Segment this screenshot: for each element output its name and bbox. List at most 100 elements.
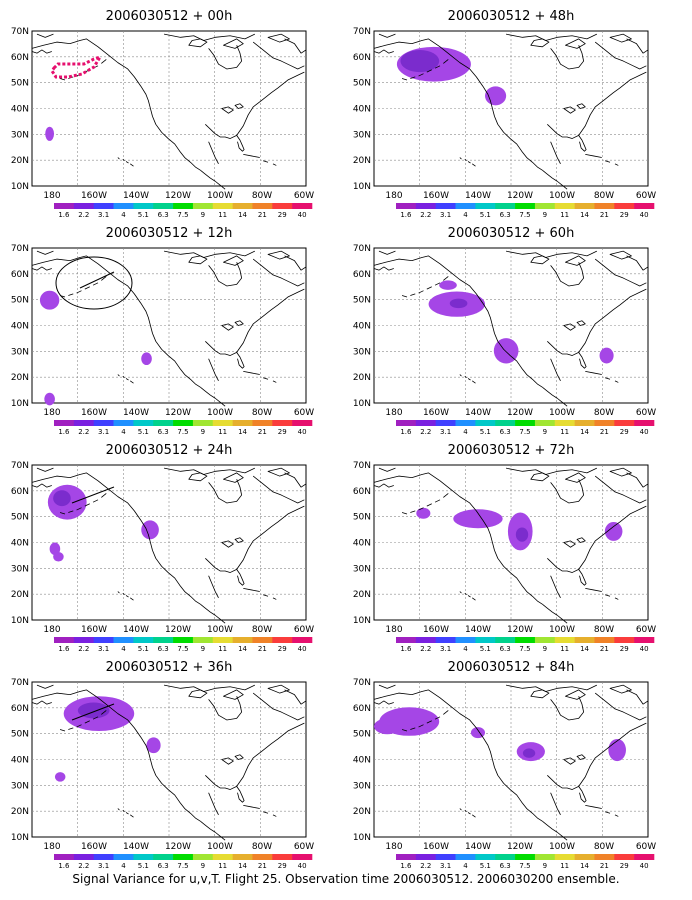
signal-region	[449, 298, 468, 309]
signal-region	[439, 280, 457, 290]
colorbar-label: 1.6	[58, 645, 70, 653]
lon-tick-label: 60W	[636, 625, 656, 635]
colorbar-swatch	[415, 203, 436, 209]
colorbar-swatch	[435, 854, 456, 860]
panel-title: 2006030512 + 00h	[106, 9, 233, 24]
colorbar-label: 29	[278, 428, 287, 436]
lat-tick-label: 30N	[353, 130, 371, 140]
colorbar-swatch	[292, 854, 313, 860]
colorbar-swatch	[554, 420, 575, 426]
colorbar-swatch	[435, 637, 456, 643]
colorbar-label: 2.2	[420, 645, 431, 653]
signal-region	[416, 507, 431, 519]
colorbar-label: 5.1	[138, 862, 149, 870]
colorbar-label: 4	[121, 862, 126, 870]
colorbar-label: 11	[218, 645, 227, 653]
lon-tick-label: 100W	[207, 191, 233, 201]
colorbar-swatch	[133, 203, 154, 209]
colorbar-swatch	[54, 203, 75, 209]
colorbar-label: 2.2	[420, 428, 431, 436]
colorbar-swatch	[554, 854, 575, 860]
lon-tick-label: 80W	[252, 408, 272, 418]
lat-tick-label: 50N	[11, 730, 29, 740]
colorbar-swatch	[515, 854, 536, 860]
colorbar-label: 5.1	[138, 428, 149, 436]
map-panel: 2006030512 + 48h 70N 60N 50N 40N 30N 20N 10N 180…	[353, 9, 656, 219]
lat-tick-label: 40N	[11, 756, 29, 766]
colorbar-swatch	[252, 420, 273, 426]
lon-tick-label: 180	[385, 625, 402, 635]
lon-tick-label: 100W	[207, 842, 233, 852]
colorbar-swatch	[113, 854, 134, 860]
colorbar-swatch	[574, 637, 595, 643]
map-panel: 2006030512 + 36h 70N 60N 50N 40N 30N 20N 10N 180…	[11, 660, 314, 870]
colorbar-swatch	[192, 637, 214, 643]
colorbar-swatch	[173, 420, 194, 426]
lat-tick-label: 40N	[11, 322, 29, 332]
map-area	[373, 464, 649, 624]
lat-tick-label: 30N	[11, 781, 29, 791]
colorbar-label: 11	[560, 645, 569, 653]
colorbar-swatch	[614, 637, 635, 643]
colorbar-label: 29	[620, 211, 629, 219]
lat-tick-label: 70N	[11, 27, 29, 37]
lon-tick-label: 120W	[507, 625, 533, 635]
colorbar-label: 21	[258, 645, 267, 653]
lon-tick-label: 160W	[81, 408, 107, 418]
colorbar-swatch	[396, 637, 417, 643]
lon-tick-label: 100W	[207, 408, 233, 418]
colorbar-label: 29	[620, 645, 629, 653]
target-region-outline	[55, 256, 133, 310]
colorbar-label: 6.3	[158, 428, 169, 436]
panel-title: 2006030512 + 48h	[448, 9, 575, 24]
colorbar-swatch	[515, 637, 536, 643]
colorbar-swatch	[54, 854, 75, 860]
lat-tick-label: 70N	[353, 27, 371, 37]
map-area	[373, 30, 649, 190]
colorbar-label: 5.1	[480, 645, 491, 653]
lat-tick-label: 20N	[353, 807, 371, 817]
colorbar-swatch	[272, 420, 293, 426]
colorbar-label: 4	[463, 428, 468, 436]
colorbar-label: 7.5	[177, 428, 188, 436]
colorbar-label: 14	[580, 428, 589, 436]
lat-tick-label: 40N	[11, 539, 29, 549]
lon-tick-label: 60W	[294, 408, 314, 418]
colorbar-label: 21	[258, 428, 267, 436]
lon-tick-label: 140W	[123, 408, 149, 418]
colorbar-label: 3.1	[440, 428, 451, 436]
colorbar-swatch	[515, 420, 536, 426]
lat-tick-label: 50N	[353, 79, 371, 89]
lon-tick-label: 180	[43, 408, 60, 418]
colorbar-swatch	[93, 637, 114, 643]
colorbar-swatch	[133, 420, 154, 426]
lat-tick-label: 10N	[353, 616, 371, 626]
colorbar-label: 7.5	[177, 862, 188, 870]
colorbar-swatch	[153, 203, 174, 209]
panel-title: 2006030512 + 24h	[106, 443, 233, 458]
lon-tick-label: 60W	[294, 842, 314, 852]
colorbar-swatch	[113, 637, 134, 643]
colorbar-label: 9	[543, 211, 547, 219]
colorbar-label: 2.2	[78, 211, 89, 219]
colorbar-swatch	[415, 854, 436, 860]
colorbar-label: 2.2	[78, 645, 89, 653]
lat-tick-label: 30N	[353, 347, 371, 357]
lat-tick-label: 10N	[11, 833, 29, 843]
signal-region	[146, 737, 161, 754]
colorbar-label: 2.2	[78, 862, 89, 870]
signal-region	[53, 551, 64, 562]
lon-tick-label: 180	[43, 191, 60, 201]
colorbar-swatch	[272, 637, 293, 643]
lon-tick-label: 140W	[465, 625, 491, 635]
lon-tick-label: 140W	[123, 842, 149, 852]
lon-tick-label: 140W	[465, 191, 491, 201]
panel-title: 2006030512 + 60h	[448, 226, 575, 241]
colorbar-swatch	[73, 203, 94, 209]
lat-tick-label: 70N	[353, 461, 371, 471]
colorbar-label: 29	[620, 428, 629, 436]
map-area	[31, 681, 307, 841]
colorbar-swatch	[153, 637, 174, 643]
colorbar-swatch	[54, 420, 75, 426]
map-panel: 2006030512 + 72h 70N 60N 50N 40N 30N 20N 10N 180…	[353, 443, 656, 653]
